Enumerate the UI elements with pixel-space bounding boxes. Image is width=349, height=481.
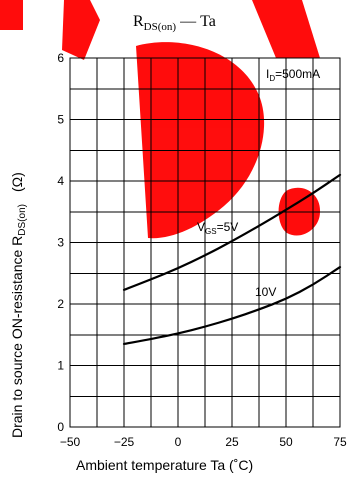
y-tick-label: 2 [57,297,64,311]
y-axis-label: Drain to source ON-resistance RDS(on) (Ω) [9,172,28,438]
y-tick-label: 5 [57,113,64,127]
svg-text:ID=500mA: ID=500mA [266,67,320,83]
x-tick-label: −50 [60,435,81,449]
svg-text:RDS(on)—Ta: RDS(on) — Ta [133,13,216,33]
condition-label: ID=500mA [266,67,320,83]
series-label-5v: VGS=5V [197,220,238,236]
series-label-5v-main: V [197,220,205,234]
title-subscript: DS(on) [144,21,177,33]
condition-subscript: D [269,74,275,83]
series [122,173,342,346]
y-tick-label: 6 [57,51,64,65]
chart-title: RDS(on) — Ta [133,13,216,33]
y-tick-labels: 0 1 2 3 4 5 6 [57,51,64,434]
x-axis-label: Ambient temperature Ta (˚C) [76,457,253,473]
title-rest: Ta [200,13,216,30]
title-dash: — [179,13,197,30]
series-line-5v [122,173,342,291]
series-label-5v-rest: =5V [217,220,239,234]
series-line-10v [122,266,342,346]
svg-text:Drain to source ON-resistance: Drain to source ON-resistance RDS(on) (Ω) [9,172,28,438]
grid [69,57,341,428]
ylabel-unit: (Ω) [9,172,25,192]
x-tick-label: 50 [279,435,293,449]
y-tick-label: 3 [57,236,64,250]
ylabel-subscript: DS(on) [17,204,28,236]
y-tick-label: 4 [57,174,64,188]
y-tick-label: 0 [57,420,64,434]
x-tick-label: −25 [114,435,135,449]
ylabel-main: Drain to source ON-resistance R [9,236,25,438]
plot-frame [69,57,341,428]
x-tick-labels: −50 −25 0 25 50 75 [60,435,347,449]
x-tick-label: 0 [175,435,182,449]
x-tick-label: 75 [333,435,347,449]
series-label-10v: 10V [255,285,276,299]
condition-main: I [266,67,269,81]
y-tick-label: 1 [57,359,64,373]
series-label-5v-subscript: GS [205,227,217,236]
condition-rest: =500mA [275,67,320,81]
x-tick-label: 25 [225,435,239,449]
series-labels: VGS=5V 10V [197,220,276,299]
axes [69,57,341,428]
title-main: R [133,13,144,30]
